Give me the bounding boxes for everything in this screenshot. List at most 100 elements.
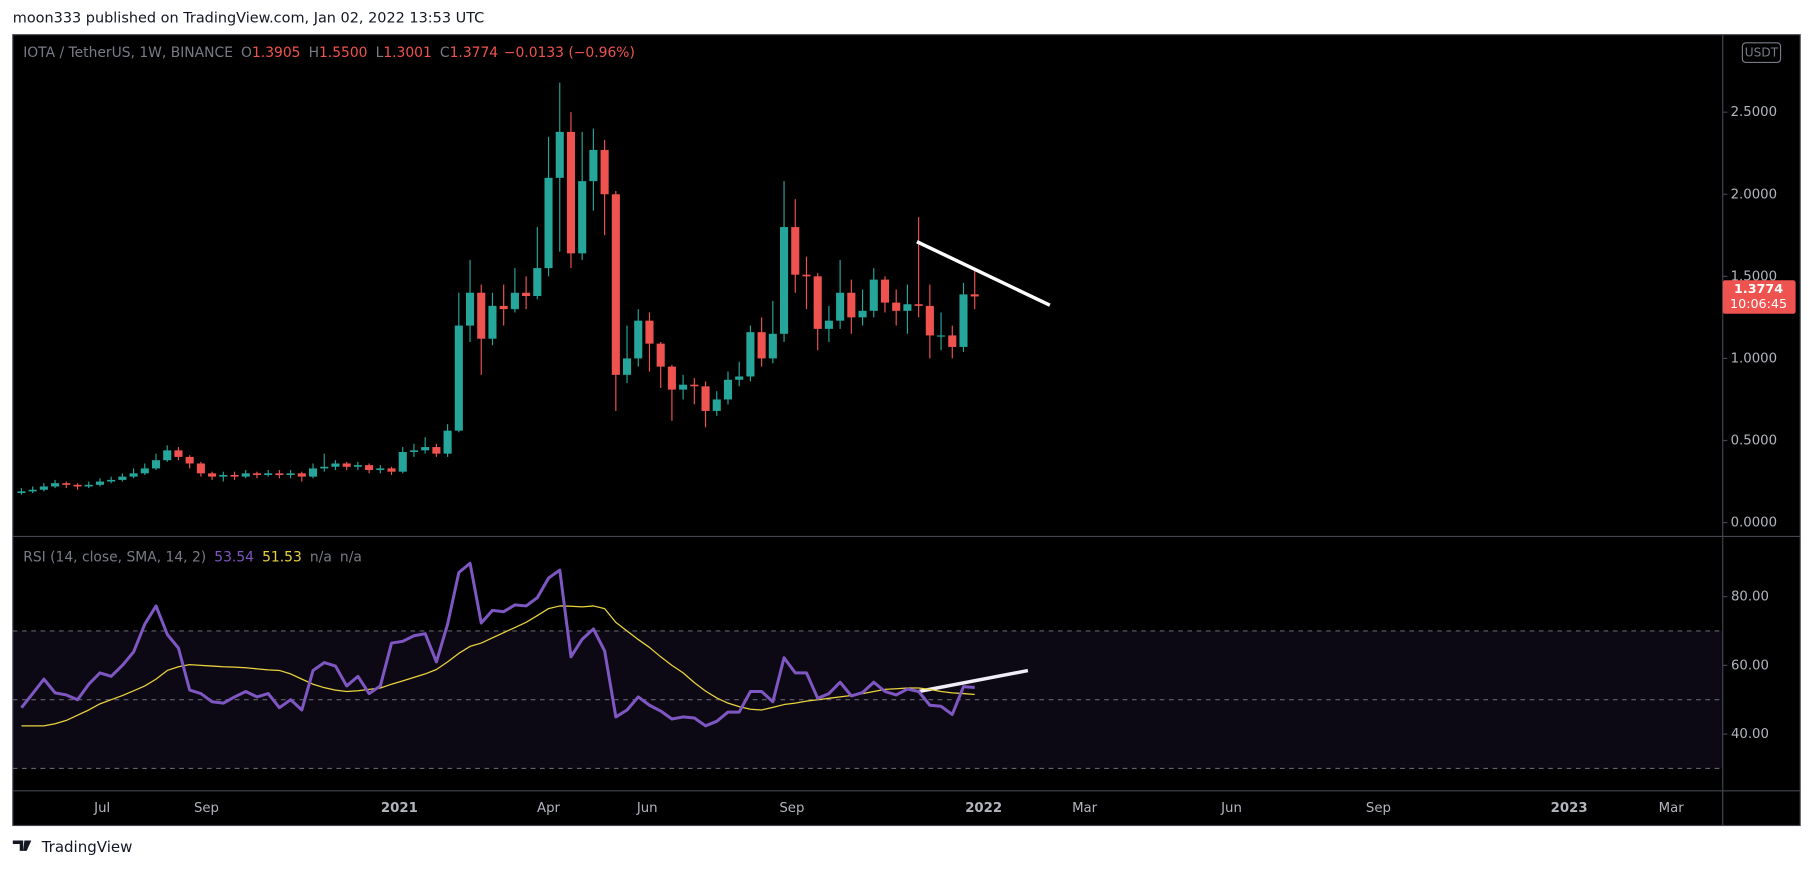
candle-body (600, 149, 609, 195)
candle-body (690, 384, 699, 387)
candle-body (365, 465, 374, 471)
candle-body (757, 332, 766, 359)
candle-body (454, 325, 463, 431)
candle-body (544, 177, 553, 269)
candle-body (566, 131, 576, 254)
candle-body (499, 305, 508, 310)
price-pane (17, 82, 979, 495)
publish-header: moon333 published on TradingView.com, Ja… (13, 10, 484, 26)
field-key: L (376, 45, 384, 61)
candle-body (252, 473, 261, 475)
y-tick-label: 40.00 (1731, 727, 1769, 742)
candle-body (892, 302, 901, 311)
candle-body (28, 489, 37, 492)
candle-body (275, 473, 284, 475)
x-tick-label: 2022 (965, 801, 1002, 816)
candle-body (824, 320, 833, 329)
candle-body (118, 476, 127, 480)
candle-body (185, 456, 194, 464)
candle-body (73, 484, 82, 487)
candle-body (937, 335, 946, 337)
rsi-line (20, 561, 975, 728)
footer-logo (12, 840, 32, 851)
field-key: C (440, 45, 450, 61)
candle-body (129, 473, 138, 477)
trend-line (916, 240, 1051, 307)
y-tick-label: 1.0000 (1731, 351, 1777, 366)
field-key: O (241, 45, 252, 61)
y-tick-label: 80.00 (1731, 590, 1769, 605)
candle-body (522, 292, 531, 297)
candle-body (836, 292, 845, 321)
y-tick-label: 2.5000 (1731, 105, 1777, 120)
candle-body (465, 292, 475, 326)
candle-body (555, 131, 564, 178)
x-tick-label: Mar (1659, 801, 1685, 816)
rsi-legend-value: 51.53 (262, 549, 302, 565)
candle-body (880, 279, 890, 303)
x-tick-label: Sep (194, 801, 219, 816)
x-tick-label: Jun (636, 801, 658, 816)
candle-body (780, 227, 789, 334)
candle-body (847, 292, 856, 318)
candle-body (533, 268, 542, 297)
currency-box (1741, 42, 1782, 64)
symbol: IOTA / TetherUS, 1W, BINANCE (23, 45, 233, 61)
candle-body (331, 463, 340, 467)
candle-body (308, 468, 318, 477)
candle-body (264, 473, 273, 475)
candle-body (174, 450, 183, 457)
candle-body (320, 466, 329, 469)
x-tick-label: Apr (537, 801, 561, 816)
rsi-title: RSI (14, close, SMA, 14, 2) (23, 549, 206, 565)
ohlc-legend: IOTA / TetherUS, 1W, BINANCE O1.3905 H1.55… (23, 45, 635, 61)
chart-background (12, 34, 1801, 827)
currency: USDT (1745, 46, 1779, 60)
y-tick-label: 0.5000 (1731, 433, 1777, 448)
candle-body (948, 335, 957, 347)
candle-body (140, 468, 149, 474)
candle-body (746, 332, 755, 377)
x-tick-label: Jul (93, 801, 110, 816)
candle-body (376, 468, 385, 471)
candle-body (735, 376, 744, 380)
candle-body (858, 310, 867, 318)
candle-body (634, 320, 643, 359)
x-tick-label: Mar (1072, 801, 1098, 816)
candle-body (768, 333, 777, 359)
candle-body (970, 294, 979, 297)
candle-body (17, 491, 26, 494)
candle-body (925, 305, 934, 336)
field-value: 1.5500 (319, 45, 368, 61)
candle-body (297, 473, 306, 477)
x-tick-label: Sep (779, 801, 804, 816)
candle-body (510, 292, 519, 310)
price-tag-countdown: 10:06:45 (1730, 296, 1787, 311)
candle-body (387, 468, 396, 472)
candle-body (163, 450, 172, 461)
logo-icon (12, 840, 32, 851)
footer-brand: TradingView (41, 838, 133, 856)
candle-body (701, 386, 710, 411)
candle-body (353, 465, 362, 467)
x-tick-label: 2023 (1551, 801, 1588, 816)
candle-body (477, 292, 486, 339)
x-tick-label: Sep (1366, 801, 1391, 816)
candle-body (286, 473, 295, 475)
candle-body (39, 486, 48, 490)
candle-body (398, 451, 407, 472)
x-tick-label: Jun (1220, 801, 1242, 816)
candle-body (95, 481, 104, 485)
x-tick-label: 2021 (381, 801, 418, 816)
candle-body (196, 463, 205, 474)
candle-body (107, 479, 116, 482)
y-tick-label: 0.0000 (1731, 516, 1777, 531)
candle-body (241, 473, 250, 477)
candle-body (488, 305, 497, 339)
rsi-line (21, 605, 975, 727)
candle-body (723, 379, 733, 400)
rsi-trend-line (918, 668, 1029, 694)
candle-body (421, 447, 430, 451)
